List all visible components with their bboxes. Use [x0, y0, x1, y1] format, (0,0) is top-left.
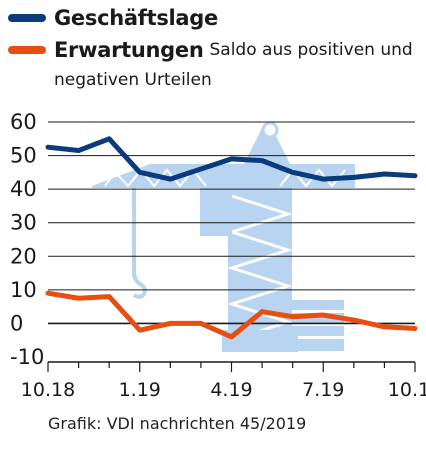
- series-line-erwartungen: [45, 290, 418, 340]
- grid-lines: [48, 121, 415, 325]
- x-tick-label: 10.18: [21, 379, 75, 401]
- legend-label-geschaeftslage: Geschäftslage: [54, 6, 218, 30]
- legend-item-erwartungen: Erwartungen Saldo aus positiven und: [8, 38, 413, 62]
- legend-label-erwartungen: Erwartungen: [54, 38, 204, 62]
- x-tick-label: 1.19: [119, 379, 161, 401]
- y-tick-label: 40: [10, 177, 37, 201]
- x-tick-label: 10.19: [388, 379, 426, 401]
- legend-item-geschaeftslage: Geschäftslage: [8, 6, 218, 30]
- y-tick-label: 0: [10, 311, 23, 335]
- x-tick-label: 4.19: [210, 379, 252, 401]
- legend-swatch-erwartungen: [8, 46, 46, 54]
- legend-note-continued: negativen Urteilen: [54, 70, 212, 90]
- y-tick-label: 30: [10, 211, 37, 235]
- y-tick-label: 60: [10, 110, 37, 134]
- y-axis-ticks: 60 50 40 30 20 10 0 -10: [10, 110, 44, 369]
- x-tick-label: 7.19: [302, 379, 344, 401]
- legend-swatch-geschaeftslage: [8, 14, 46, 22]
- legend-note: Saldo aus positiven und: [209, 40, 413, 60]
- y-tick-label: 50: [10, 144, 37, 168]
- source-credit: Grafik: VDI nachrichten 45/2019: [48, 414, 307, 433]
- series-lines: [45, 136, 418, 340]
- y-tick-label: -10: [10, 345, 44, 369]
- series-line-geschaeftslage: [45, 136, 418, 182]
- x-axis: 10.18 1.19 4.19 7.19 10.19: [21, 361, 426, 401]
- y-tick-label: 10: [10, 278, 37, 302]
- y-tick-label: 20: [10, 244, 37, 268]
